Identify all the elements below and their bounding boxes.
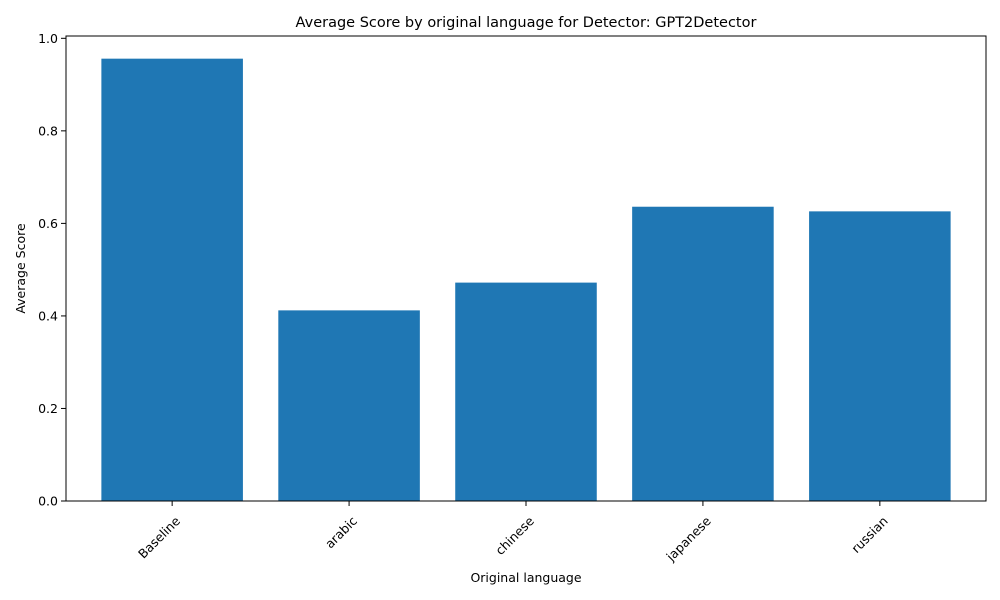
y-axis-ticks: 0.0 0.2 0.4 0.6 0.8 1.0	[38, 31, 66, 509]
chart-title: Average Score by original language for D…	[296, 15, 757, 31]
y-axis-label: Average Score	[13, 223, 28, 314]
y-tick-label: 0.2	[38, 401, 58, 416]
bar-arabic	[278, 310, 420, 501]
bar-baseline	[101, 58, 243, 502]
y-tick-label: 0.0	[38, 494, 58, 509]
plot-frame	[65, 35, 987, 502]
bar-chinese	[455, 282, 597, 501]
y-tick-label: 0.4	[38, 308, 58, 323]
bar-japanese	[632, 206, 774, 502]
y-tick-label: 1.0	[38, 31, 58, 46]
bars-group	[101, 58, 951, 502]
y-tick-label: 0.8	[38, 123, 58, 138]
y-tick-label: 0.6	[38, 216, 58, 231]
x-axis-label: Original language	[470, 570, 581, 585]
bar-russian	[809, 211, 951, 502]
